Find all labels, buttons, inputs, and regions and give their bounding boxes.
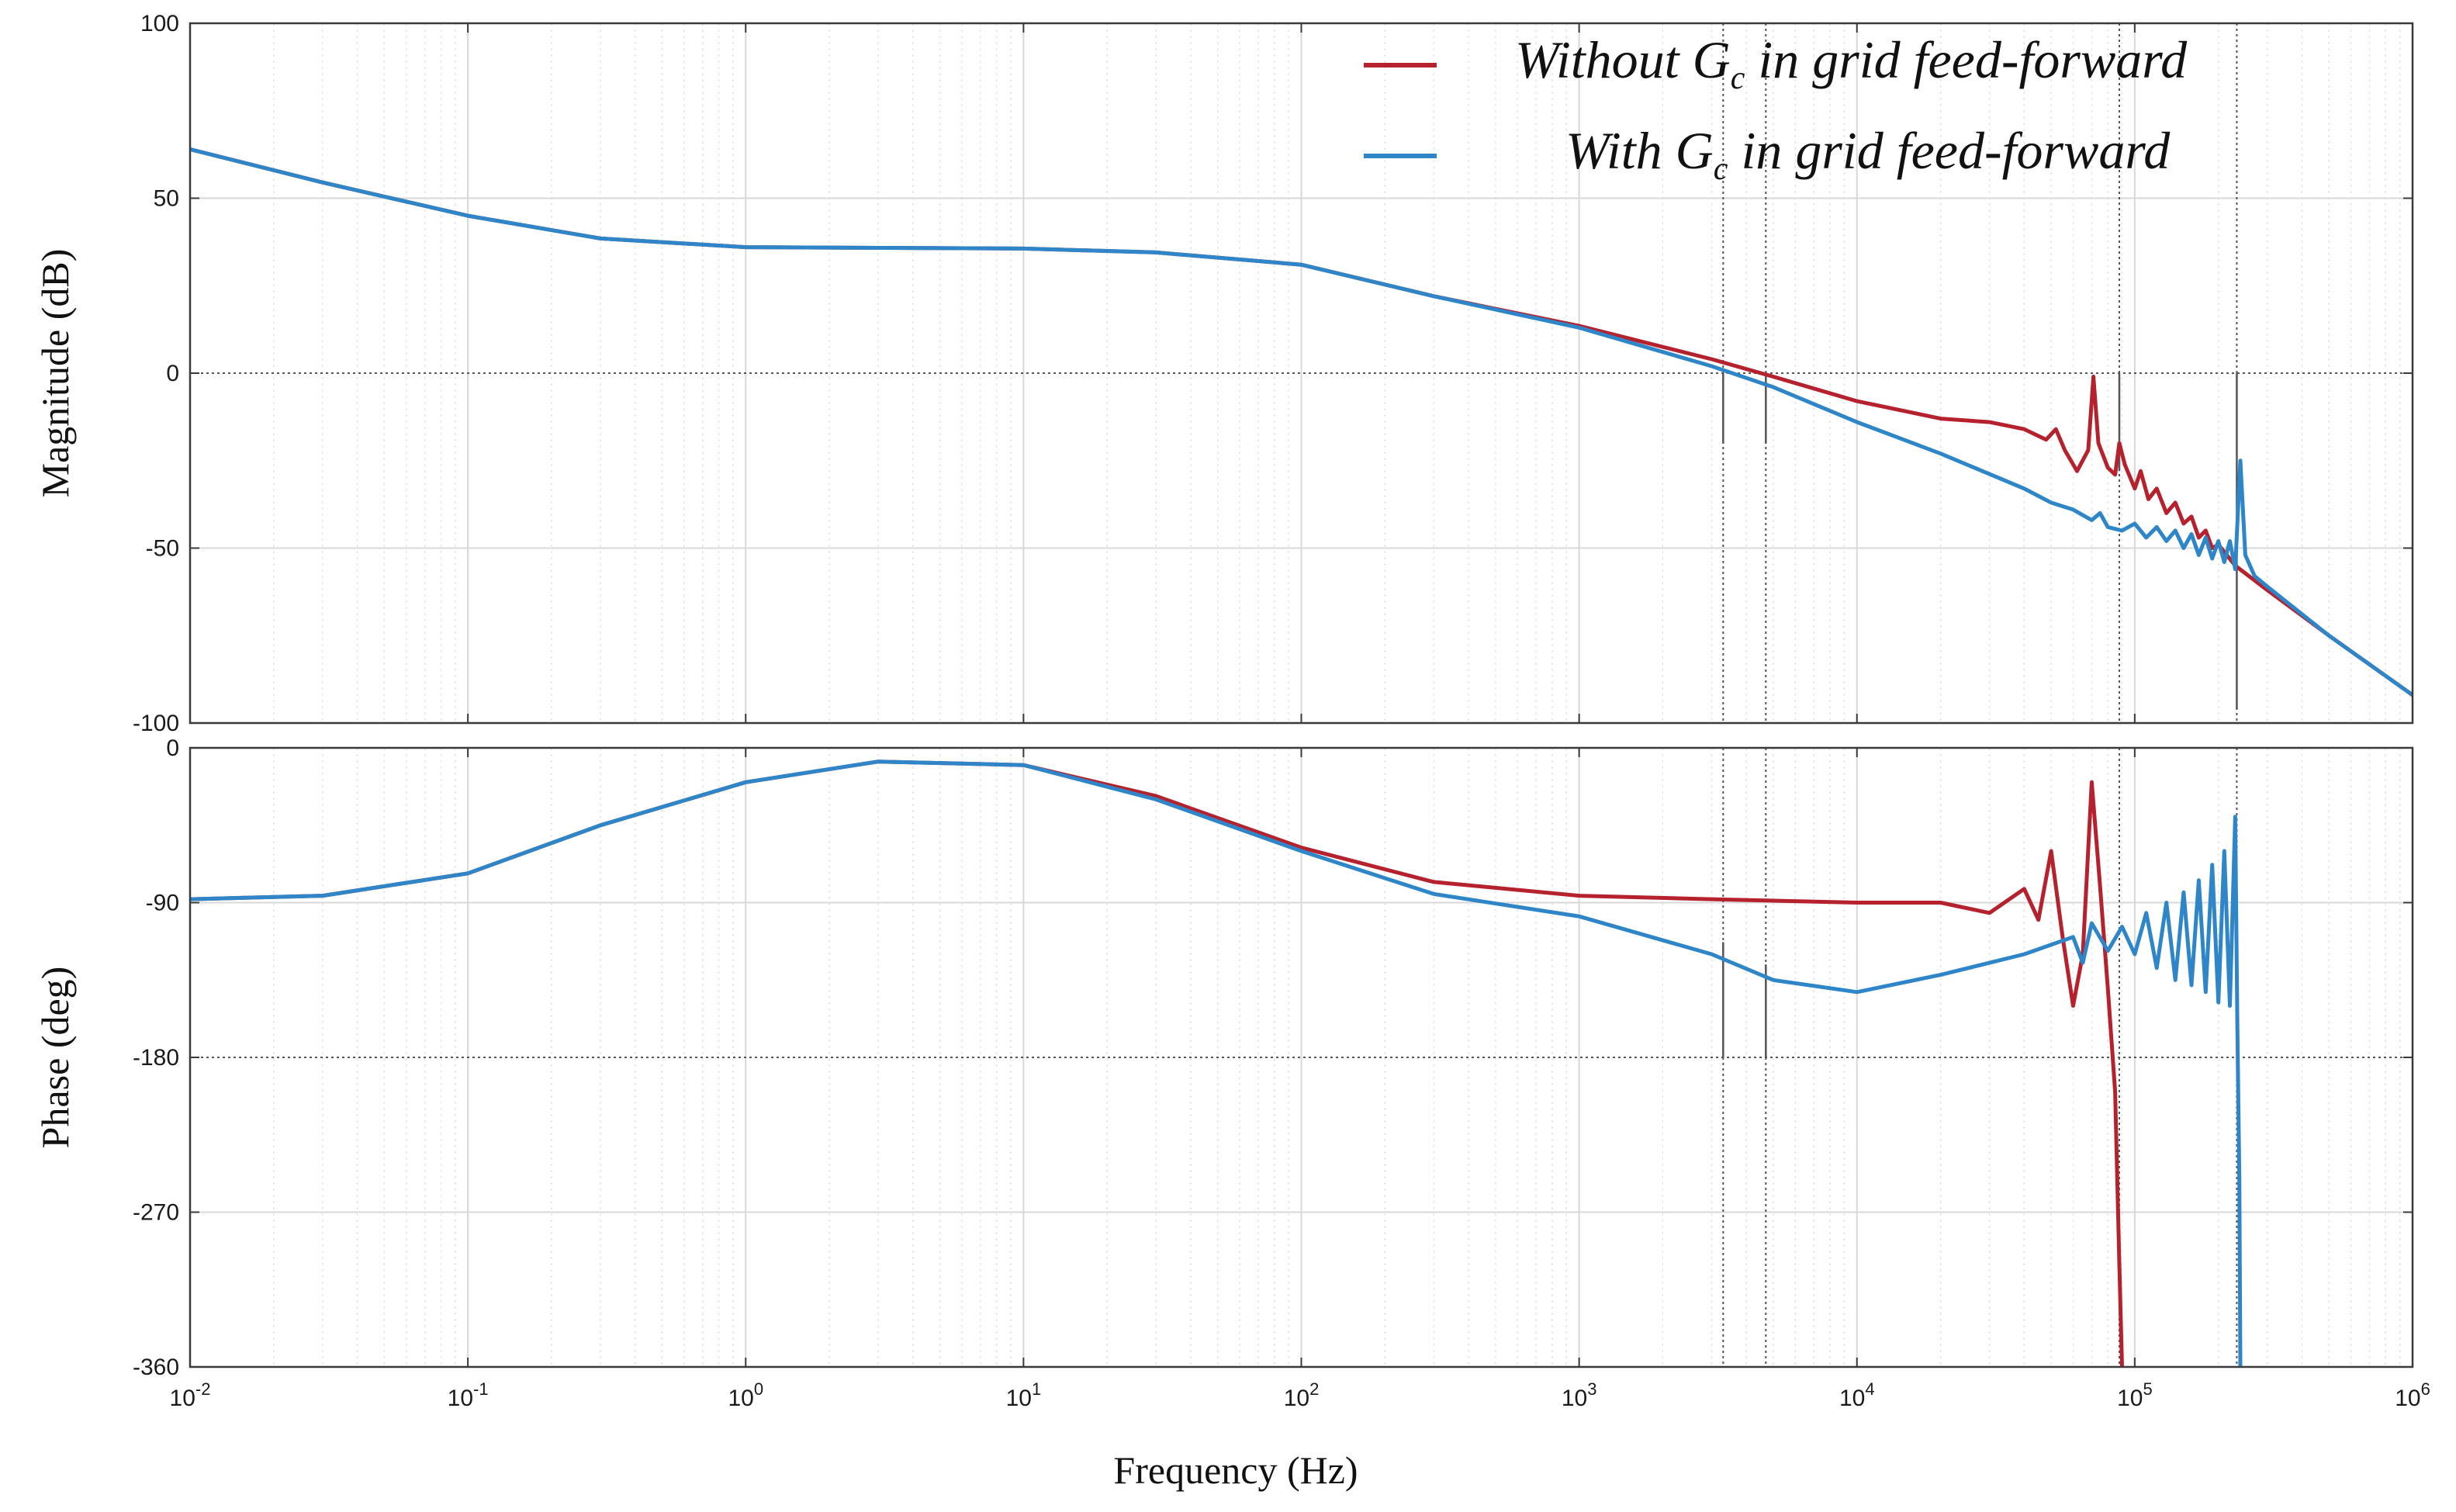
x-tick-label: 102 [1284,1379,1320,1411]
phase-y-tick-label: -90 [146,891,179,916]
phase-y-tick-label: -270 [133,1200,179,1226]
magnitude-axis-label: Magnitude (dB) [33,249,77,498]
phase-panel: 0 -90 -180 -270 -360 Phase (deg) [33,735,2414,1380]
phase-y-ticks: 0 -90 -180 -270 -360 [133,735,2413,1380]
magnitude-y-tick-label: -100 [133,711,179,736]
magnitude-y-tick-label: -50 [146,536,179,562]
magnitude-series [189,147,2414,697]
magnitude-y-tick-label: 100 [140,11,179,36]
magnitude-y-tick-label: 50 [154,186,179,212]
phase-axis-label: Phase (deg) [33,967,77,1149]
x-tick-label: 104 [1839,1379,1875,1411]
x-tick-label: 103 [1562,1379,1597,1411]
x-tick-label: 105 [2117,1379,2153,1411]
phase-series-line-with-gc [189,759,2243,1368]
x-tick-label: 100 [728,1379,763,1411]
x-tick-label: 106 [2395,1379,2430,1411]
magnitude-y-ticks: 100 50 0 -50 -100 [133,11,2413,736]
x-tick-label: 10-1 [448,1379,489,1411]
phase-y-tick-label: -180 [133,1045,179,1071]
magnitude-series-line-with-gc [189,147,2414,697]
magnitude-y-tick-label: 0 [166,361,179,386]
legend-label-without-gc: Without Gc in grid feed-forward [1515,30,2188,96]
phase-y-tick-label: 0 [166,735,179,761]
magnitude-panel: 100 50 0 -50 -100 Magnitude (dB) [33,11,2414,736]
frequency-x-ticks: 10-2 10-1 100 101 102 103 104 105 106 [170,1379,2430,1411]
legend-label-with-gc: With Gc in grid feed-forward [1565,121,2171,187]
x-tick-label: 101 [1006,1379,1042,1411]
phase-y-tick-label: -360 [133,1355,179,1380]
legend: Without Gc in grid feed-forward With Gc i… [1364,30,2188,187]
phase-series [189,759,2243,1368]
frequency-axis-label: Frequency (Hz) [1113,1448,1358,1492]
x-tick-label: 10-2 [170,1379,211,1411]
